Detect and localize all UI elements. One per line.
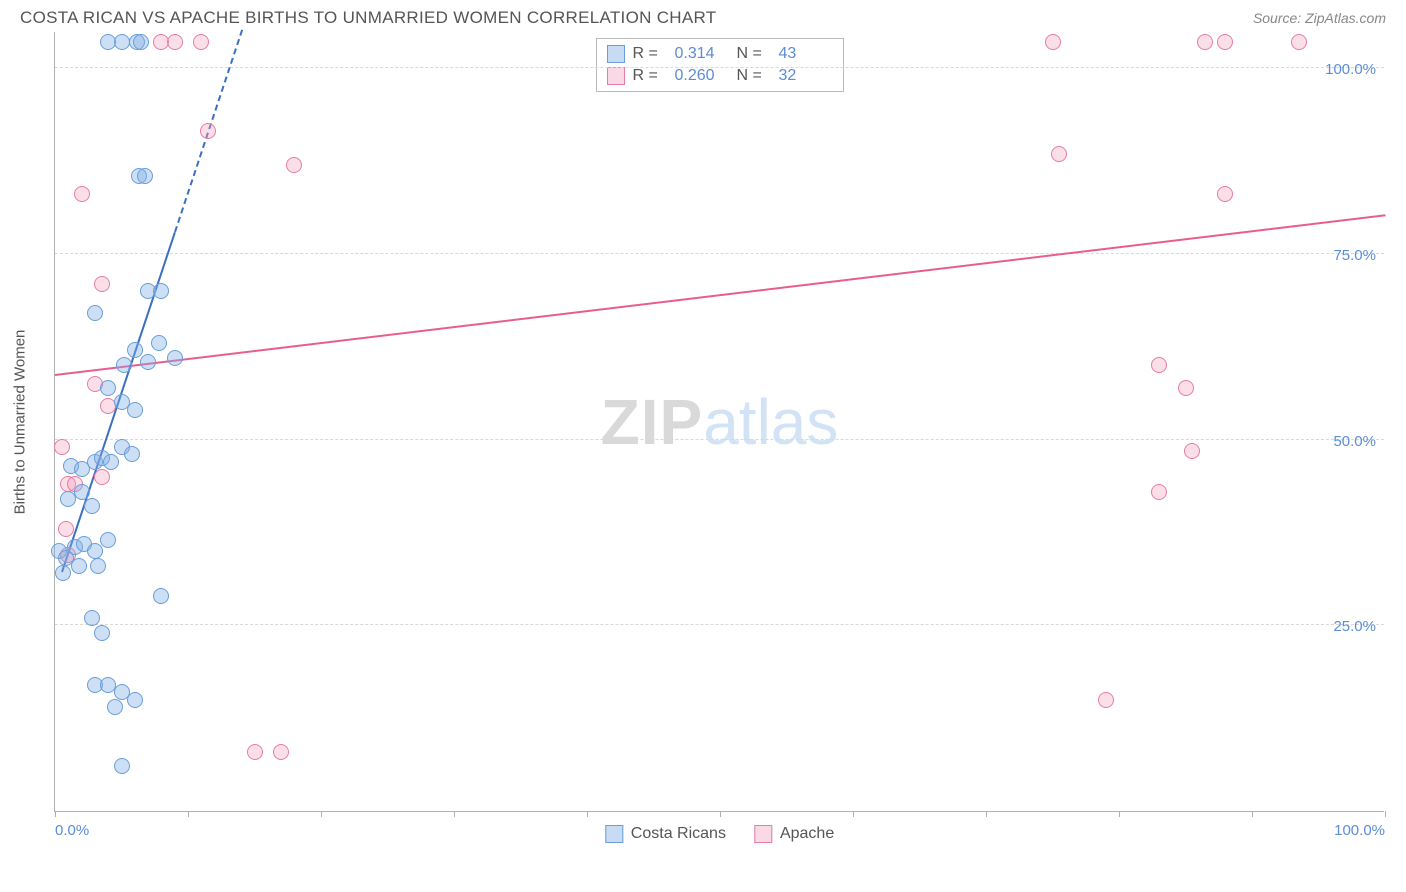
- xtick: [1385, 811, 1386, 817]
- apache-point: [58, 521, 74, 537]
- apache-point: [1151, 484, 1167, 500]
- xtick: [853, 811, 854, 817]
- legend-label: Costa Ricans: [631, 825, 726, 843]
- costa-ricans-point: [100, 532, 116, 548]
- costa-ricans-point: [127, 692, 143, 708]
- apache-point: [94, 469, 110, 485]
- correlation-legend: R = 0.314 N = 43 R = 0.260 N = 32: [596, 38, 844, 92]
- costa-ricans-point: [100, 380, 116, 396]
- xtick-label: 0.0%: [55, 822, 89, 839]
- legend-row-apache: R = 0.260 N = 32: [607, 65, 833, 87]
- r-value-pink: 0.260: [675, 67, 729, 85]
- xtick: [55, 811, 56, 817]
- costa-ricans-point: [114, 34, 130, 50]
- xtick: [454, 811, 455, 817]
- legend-swatch-blue: [607, 45, 625, 63]
- ytick-label: 75.0%: [1333, 247, 1376, 264]
- xtick: [1119, 811, 1120, 817]
- apache-point: [1217, 34, 1233, 50]
- n-value-blue: 43: [779, 45, 833, 63]
- r-value-blue: 0.314: [675, 45, 729, 63]
- apache-point: [1197, 34, 1213, 50]
- legend-row-costa-ricans: R = 0.314 N = 43: [607, 43, 833, 65]
- apache-point: [1217, 186, 1233, 202]
- legend-swatch-pink: [754, 825, 772, 843]
- gridline: [55, 624, 1384, 625]
- apache-point: [1151, 357, 1167, 373]
- apache-point: [1051, 146, 1067, 162]
- apache-point: [193, 34, 209, 50]
- gridline: [55, 439, 1384, 440]
- apache-point: [1184, 443, 1200, 459]
- costa-ricans-point: [90, 558, 106, 574]
- costa-ricans-point: [114, 758, 130, 774]
- apache-point: [1291, 34, 1307, 50]
- xtick: [188, 811, 189, 817]
- costa-ricans-point: [94, 625, 110, 641]
- watermark: ZIPatlas: [601, 385, 839, 459]
- chart-title: COSTA RICAN VS APACHE BIRTHS TO UNMARRIE…: [20, 8, 716, 28]
- costa-ricans-point: [84, 610, 100, 626]
- costa-ricans-point: [153, 588, 169, 604]
- costa-ricans-point: [116, 357, 132, 373]
- series-legend: Costa Ricans Apache: [605, 825, 834, 843]
- r-label: R =: [633, 45, 667, 63]
- n-label: N =: [737, 67, 771, 85]
- xtick: [587, 811, 588, 817]
- costa-ricans-point: [55, 565, 71, 581]
- costa-ricans-point: [87, 543, 103, 559]
- watermark-text-atlas: atlas: [703, 386, 838, 458]
- xtick: [1252, 811, 1253, 817]
- costa-ricans-point: [74, 484, 90, 500]
- apache-point: [1178, 380, 1194, 396]
- costa-ricans-point: [84, 498, 100, 514]
- costa-ricans-point: [71, 558, 87, 574]
- legend-label: Apache: [780, 825, 834, 843]
- apache-point: [167, 34, 183, 50]
- apache-point: [200, 123, 216, 139]
- n-value-pink: 32: [779, 67, 833, 85]
- y-axis-label: Births to Unmarried Women: [12, 330, 29, 515]
- chart-source: Source: ZipAtlas.com: [1253, 10, 1386, 26]
- legend-item-costa-ricans: Costa Ricans: [605, 825, 726, 843]
- costa-ricans-point: [127, 342, 143, 358]
- apache-point: [247, 744, 263, 760]
- gridline: [55, 67, 1384, 68]
- costa-ricans-point: [87, 305, 103, 321]
- costa-ricans-point: [153, 283, 169, 299]
- xtick: [720, 811, 721, 817]
- costa-ricans-point: [127, 402, 143, 418]
- apache-point: [1045, 34, 1061, 50]
- legend-swatch-pink: [607, 67, 625, 85]
- costa-ricans-point: [151, 335, 167, 351]
- apache-point: [1098, 692, 1114, 708]
- costa-ricans-point: [140, 354, 156, 370]
- apache-point: [94, 276, 110, 292]
- costa-ricans-point: [103, 454, 119, 470]
- scatter-plot-area: ZIPatlas R = 0.314 N = 43 R = 0.260 N = …: [54, 32, 1384, 812]
- ytick-label: 50.0%: [1333, 433, 1376, 450]
- r-label: R =: [633, 67, 667, 85]
- ytick-label: 25.0%: [1333, 618, 1376, 635]
- legend-item-apache: Apache: [754, 825, 834, 843]
- costa-ricans-point: [124, 446, 140, 462]
- gridline: [55, 253, 1384, 254]
- apache-point: [54, 439, 70, 455]
- apache-point: [273, 744, 289, 760]
- n-label: N =: [737, 45, 771, 63]
- legend-swatch-blue: [605, 825, 623, 843]
- xtick: [321, 811, 322, 817]
- apache-trendline: [55, 215, 1385, 377]
- costa-ricans-point: [167, 350, 183, 366]
- ytick-label: 100.0%: [1325, 61, 1376, 78]
- watermark-text-zip: ZIP: [601, 386, 704, 458]
- xtick-label: 100.0%: [1334, 822, 1385, 839]
- apache-point: [74, 186, 90, 202]
- xtick: [986, 811, 987, 817]
- costa-ricans-point: [107, 699, 123, 715]
- costa-ricans-point: [137, 168, 153, 184]
- apache-point: [286, 157, 302, 173]
- costa-ricans-point: [133, 34, 149, 50]
